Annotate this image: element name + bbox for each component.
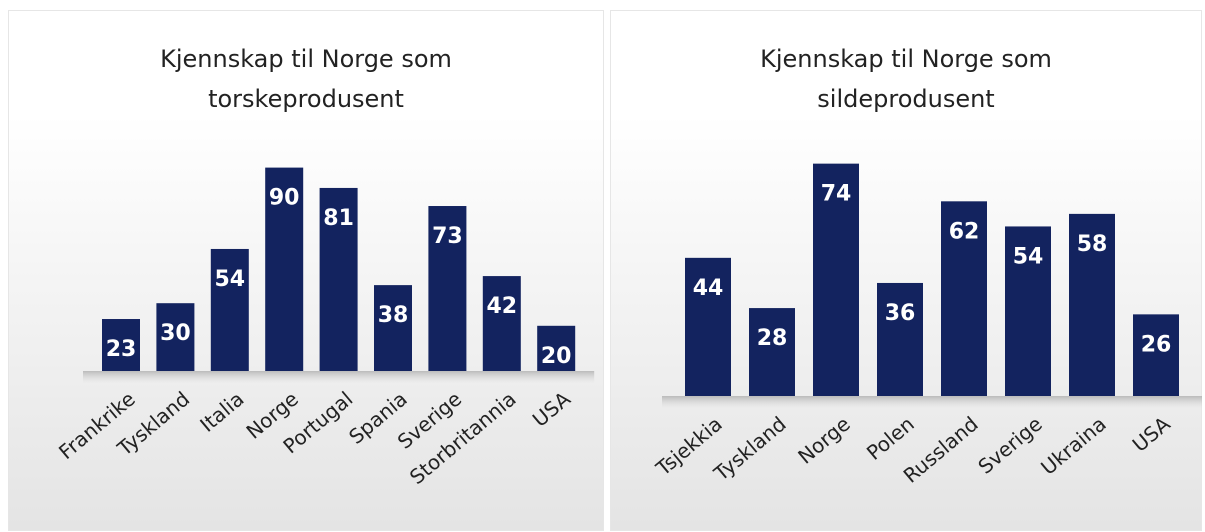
bar — [1133, 314, 1179, 396]
x-tick-label: Sverige — [973, 412, 1046, 479]
bar — [374, 285, 412, 371]
bar — [1069, 213, 1115, 396]
bar — [319, 187, 358, 371]
floor-shadow — [662, 396, 1202, 408]
value-label: 28 — [757, 326, 788, 351]
value-label: 36 — [885, 301, 916, 326]
value-label: 73 — [432, 224, 463, 249]
x-tick-label: Italia — [195, 387, 248, 437]
bar — [1005, 226, 1051, 396]
value-label: 26 — [1141, 332, 1172, 357]
bar — [428, 206, 467, 371]
value-label: 30 — [160, 321, 191, 346]
value-label: 44 — [693, 276, 724, 301]
bar — [265, 167, 304, 371]
value-label: 90 — [269, 186, 300, 211]
x-tick-label: Norge — [793, 412, 854, 469]
bar — [877, 282, 923, 396]
x-tick-label: USA — [1128, 411, 1175, 456]
bar — [685, 257, 731, 396]
bar — [813, 163, 859, 396]
value-label: 58 — [1077, 232, 1108, 257]
value-label: 54 — [214, 267, 245, 292]
chart: 23Frankrike30Tyskland54Italia90Norge81Po… — [54, 167, 595, 489]
value-label: 20 — [541, 344, 572, 369]
value-label: 42 — [486, 294, 517, 319]
bar — [156, 303, 195, 371]
bar — [941, 201, 987, 396]
bar — [102, 319, 140, 371]
value-label: 81 — [323, 206, 354, 231]
x-tick-label: Polen — [862, 412, 919, 465]
value-label: 62 — [949, 219, 980, 244]
bar — [482, 276, 521, 371]
x-tick-label: Ukraina — [1036, 412, 1111, 480]
bar — [749, 308, 795, 396]
x-tick-label: Tyskland — [709, 412, 791, 486]
x-tick-label: USA — [528, 386, 575, 431]
chart-title: Kjennskap til Norge som sildeprodusent — [760, 45, 1052, 113]
chart-panel: Kjennskap til Norge som sildeprodusent 4… — [610, 10, 1202, 531]
bar — [537, 325, 576, 371]
value-label: 54 — [1013, 244, 1044, 269]
value-label: 38 — [378, 303, 409, 328]
chart-title: Kjennskap til Norge som torskeprodusent — [160, 45, 452, 113]
bar — [210, 248, 249, 371]
floor-shadow — [83, 371, 595, 383]
chart: 44Tsjekkia28Tyskland74Norge36Polen62Russ… — [651, 163, 1202, 488]
value-label: 23 — [106, 337, 137, 362]
value-label: 74 — [821, 182, 852, 207]
chart-panel: Kjennskap til Norge som torskeprodusent … — [8, 10, 604, 531]
